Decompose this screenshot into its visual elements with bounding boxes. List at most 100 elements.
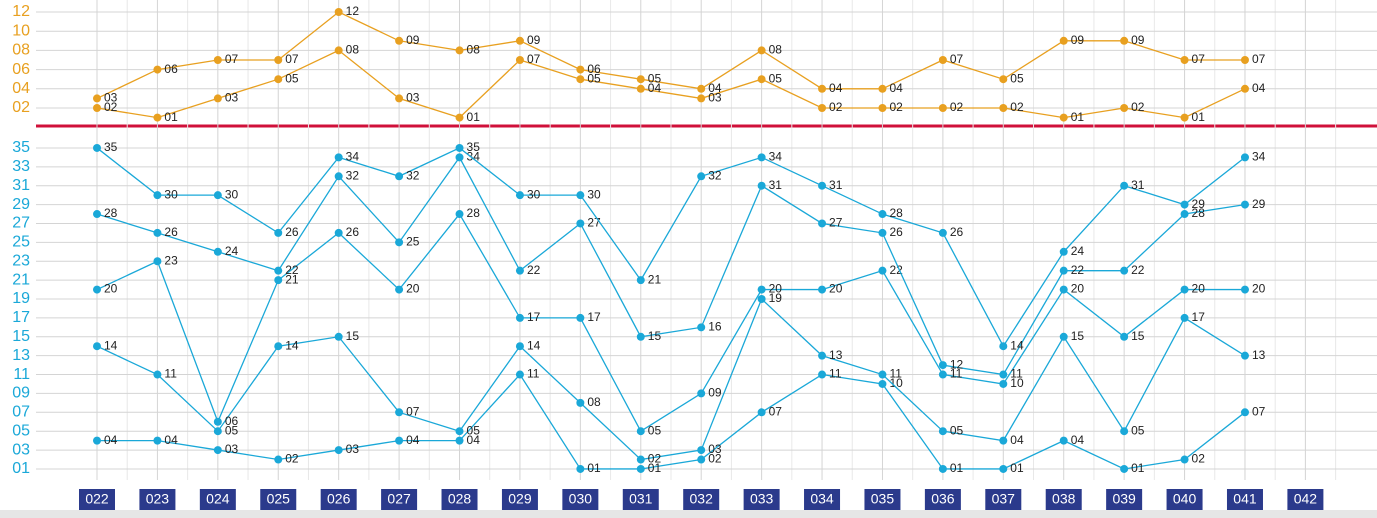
data-point [213, 446, 222, 455]
data-label: 06 [164, 62, 178, 76]
data-point [455, 113, 464, 122]
data-point [938, 370, 947, 379]
data-label: 03 [104, 91, 118, 105]
data-point [274, 56, 283, 64]
data-label: 28 [467, 206, 481, 220]
data-point [1120, 266, 1129, 275]
data-label: 04 [164, 433, 178, 447]
data-point [1180, 56, 1189, 64]
data-point [213, 94, 222, 103]
data-point [93, 104, 101, 112]
data-point [395, 408, 404, 417]
data-point [455, 153, 464, 162]
y-tick-label: 10 [12, 22, 30, 39]
data-point [818, 181, 827, 190]
x-label-box [1166, 489, 1203, 510]
data-label: 32 [346, 168, 360, 182]
series-line [97, 373, 1246, 470]
data-label: 26 [285, 225, 299, 239]
data-label: 21 [285, 272, 299, 286]
x-label-box [381, 489, 418, 510]
data-label: 04 [1010, 433, 1024, 447]
data-label: 07 [769, 404, 783, 418]
data-label: 22 [285, 263, 299, 277]
data-point [878, 228, 887, 237]
data-point [757, 295, 766, 304]
data-label: 05 [285, 71, 299, 85]
x-label-box [683, 489, 720, 510]
data-label: 26 [889, 225, 903, 239]
data-point [213, 427, 222, 436]
data-point [1059, 332, 1068, 341]
data-point [999, 342, 1008, 351]
data-label: 17 [587, 310, 601, 324]
data-point [636, 75, 645, 84]
y-tick-label: 13 [12, 347, 30, 364]
data-label: 28 [889, 206, 903, 220]
data-label: 11 [889, 367, 902, 381]
data-label: 20 [406, 282, 420, 296]
data-label: 05 [950, 423, 964, 437]
data-point [999, 75, 1008, 84]
data-label: 11 [829, 367, 842, 381]
data-point [334, 228, 343, 237]
data-label: 14 [104, 338, 118, 352]
data-label: 01 [164, 110, 178, 124]
data-label: 22 [1131, 263, 1145, 277]
data-point [93, 342, 101, 351]
series-line [96, 156, 1246, 376]
data-label: 08 [467, 43, 481, 57]
data-point [1240, 200, 1249, 209]
data-point [515, 56, 524, 64]
y-tick-label: 35 [12, 139, 30, 156]
x-label-box [199, 489, 236, 510]
data-label: 11 [950, 367, 963, 381]
series-line [96, 147, 1246, 348]
x-label-box [985, 489, 1022, 510]
y-tick-label: 12 [12, 3, 30, 20]
data-label: 12 [346, 4, 360, 18]
data-label: 02 [889, 100, 903, 114]
x-tick-label: 041 [1233, 491, 1257, 507]
data-point [515, 313, 524, 322]
data-label: 24 [1071, 244, 1085, 258]
data-point [213, 247, 222, 256]
x-tick-label: 024 [206, 491, 230, 507]
data-point [395, 94, 404, 103]
data-point [1120, 332, 1129, 341]
data-point [1120, 104, 1129, 112]
data-point [757, 75, 766, 84]
data-label: 20 [1252, 282, 1266, 296]
data-point [1120, 36, 1129, 45]
data-point [213, 56, 222, 64]
data-point [757, 408, 766, 417]
data-label: 01 [1010, 461, 1024, 475]
data-label: 20 [829, 282, 843, 296]
data-label: 10 [1010, 376, 1024, 390]
series-line [96, 49, 1246, 119]
y-tick-label: 33 [12, 158, 30, 175]
x-label-box [1287, 489, 1324, 510]
data-point [1240, 56, 1249, 64]
data-point [818, 104, 827, 112]
x-tick-label: 034 [810, 491, 834, 507]
data-label: 05 [648, 423, 662, 437]
data-label: 15 [648, 329, 662, 343]
data-label: 08 [769, 43, 783, 57]
data-label: 07 [1192, 52, 1206, 66]
x-tick-label: 035 [871, 491, 895, 507]
x-label-box [622, 489, 659, 510]
data-label: 13 [829, 348, 843, 362]
data-label: 04 [648, 81, 662, 95]
x-label-box [562, 489, 599, 510]
data-label: 04 [1252, 81, 1266, 95]
data-label: 09 [1071, 33, 1085, 47]
data-point [1240, 84, 1249, 93]
data-point [334, 8, 343, 16]
data-point [153, 370, 162, 379]
data-label: 09 [1131, 33, 1145, 47]
series-line [96, 297, 1246, 461]
y-tick-label: 17 [12, 309, 30, 326]
x-tick-label: 036 [931, 491, 955, 507]
data-label: 17 [527, 310, 541, 324]
